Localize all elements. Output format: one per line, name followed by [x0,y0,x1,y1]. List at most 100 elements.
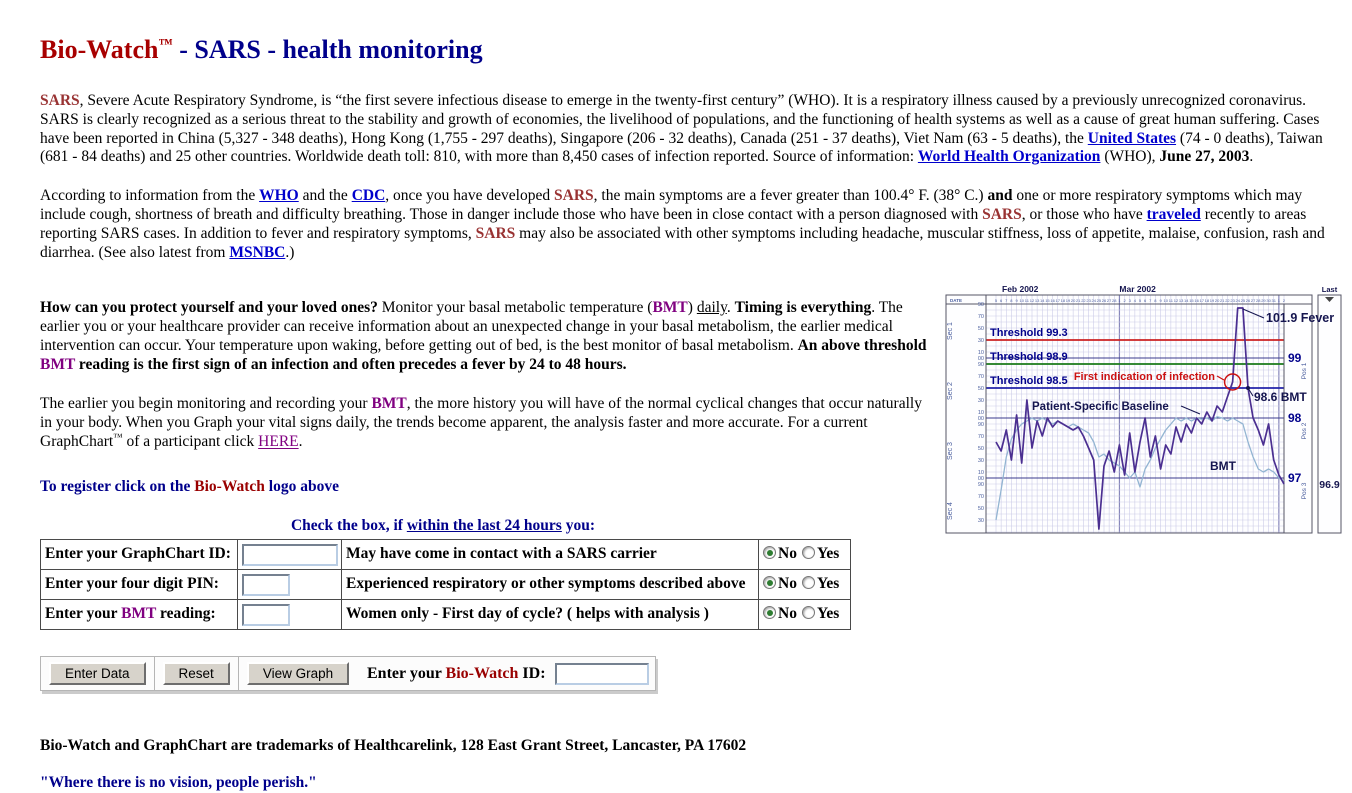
view-graph-button[interactable]: View Graph [246,662,350,686]
here-link[interactable]: HERE [258,433,299,451]
svg-text:23: 23 [1086,298,1091,303]
svg-text:26: 26 [1246,298,1251,303]
svg-text:1: 1 [1278,298,1281,303]
reset-button[interactable]: Reset [162,662,230,686]
svg-text:12: 12 [1174,298,1179,303]
text-segment: Check the box, if [290,517,407,535]
svg-text:Sec 2: Sec 2 [947,382,954,400]
svg-text:101.9 Fever: 101.9 Fever [1266,311,1334,325]
text-segment: within the last 24 hours [406,517,562,535]
text-segment: SARS [982,206,1022,224]
left-column: How can you protect yourself and your lo… [40,283,936,793]
traveled-link[interactable]: traveled [1146,206,1201,224]
svg-text:10: 10 [1163,298,1168,303]
svg-text:Sec 4: Sec 4 [947,502,954,520]
text-segment: Monitor your basal metabolic temperature… [377,298,653,316]
bmt-reading-input[interactable] [242,603,290,626]
text-segment: BMT [121,605,157,623]
svg-text:12: 12 [1030,298,1035,303]
text-segment: Bio-Watch [445,665,519,683]
svg-text:15: 15 [1189,298,1194,303]
svg-text:00: 00 [978,476,984,482]
svg-text:30: 30 [978,458,984,464]
text-segment: ) [687,298,697,316]
svg-text:17: 17 [1199,298,1204,303]
svg-text:First indication of infection: First indication of infection [1074,371,1215,383]
text-segment: Enter your [367,665,446,683]
svg-text:00: 00 [978,356,984,362]
svg-text:99: 99 [1288,351,1302,365]
svg-text:30: 30 [978,398,984,404]
text-segment: Bio-Watch [194,478,265,496]
svg-text:25: 25 [1097,298,1102,303]
svg-text:20: 20 [1071,298,1076,303]
text-segment: BMT [40,355,76,373]
symptom-text: Women only - First day of cycle? ( helps… [341,599,759,631]
text-segment: June 27, 2003 [1159,148,1250,166]
graphchart-id-input[interactable] [242,543,338,566]
svg-text:6: 6 [1144,298,1147,303]
radio-no-label: No [778,575,797,593]
svg-text:18: 18 [1061,298,1066,303]
text-segment: . The earlier you or your healthcare pro… [40,298,903,354]
enter-data-button[interactable]: Enter Data [49,662,146,686]
svg-text:90: 90 [978,302,984,308]
text-segment: (WHO), [1100,148,1160,166]
msnbc-link[interactable]: MSNBC [229,244,286,262]
svg-text:22: 22 [1225,298,1230,303]
text-segment: daily [696,298,727,316]
svg-text:00: 00 [978,416,984,422]
svg-text:70: 70 [978,494,984,500]
text-segment: Bio-Watch [40,35,159,64]
svg-text:Sec 1: Sec 1 [947,322,954,340]
graphchart-id-label: Enter your GraphChart ID: [40,539,238,571]
text-segment: ™ [113,432,123,444]
text-segment: . [298,433,303,451]
text-segment: and [987,187,1013,205]
svg-text:15: 15 [1045,298,1050,303]
radio-yes-label: Yes [816,605,840,623]
who-link[interactable]: WHO [259,187,299,205]
cdc-link[interactable]: CDC [351,187,386,205]
page-title: Bio-Watch™ - SARS - health monitoring [40,34,1344,66]
svg-text:16: 16 [1050,298,1055,303]
text-segment: An above threshold [797,336,927,354]
pin-input[interactable] [242,573,290,596]
svg-text:Mar 2002: Mar 2002 [1119,284,1156,294]
svg-text:5: 5 [995,298,998,303]
sars-contact-no-radio[interactable] [763,546,776,560]
cycle-yes-radio[interactable] [801,606,815,620]
united-states-link[interactable]: United States [1087,129,1177,147]
text-segment: Enter your four digit PIN: [45,575,219,593]
text-segment: . [726,298,735,316]
text-segment: SARS [40,91,80,109]
svg-text:24: 24 [1235,298,1240,303]
text-segment: , Severe Acute Respiratory Syndrome, is … [40,91,1320,147]
symptoms-yes-radio[interactable] [801,576,815,590]
svg-text:Patient-Specific Baseline: Patient-Specific Baseline [1032,401,1169,413]
cycle-no-radio[interactable] [763,606,776,620]
symptoms-no-radio[interactable] [763,576,776,590]
text-segment: of a participant click [122,433,259,451]
monitoring-paragraph: The earlier you begin monitoring and rec… [40,395,936,453]
svg-text:14: 14 [1040,298,1045,303]
svg-text:19: 19 [1066,298,1071,303]
svg-text:50: 50 [978,386,984,392]
svg-text:Threshold 98.5: Threshold 98.5 [990,375,1068,387]
sars-contact-yes-radio[interactable] [801,546,815,560]
svg-text:10: 10 [978,470,984,476]
svg-text:10: 10 [978,410,984,416]
svg-text:25: 25 [1241,298,1246,303]
svg-text:50: 50 [978,446,984,452]
graphchart-image: Threshold 99.3 Threshold 98.9 Threshold 98… [945,284,1342,534]
svg-text:Pos 3: Pos 3 [1301,482,1308,499]
svg-text:21: 21 [1220,298,1225,303]
text-segment: Enter your [45,605,122,623]
svg-text:10: 10 [978,350,984,356]
svg-text:8: 8 [1010,298,1013,303]
svg-text:28: 28 [1256,298,1261,303]
text-segment: you: [561,517,596,535]
symptom-text: Experienced respiratory or other symptom… [341,569,759,601]
biowatch-id-input[interactable] [555,662,650,685]
world-health-organization-link[interactable]: World Health Organization [917,148,1101,166]
